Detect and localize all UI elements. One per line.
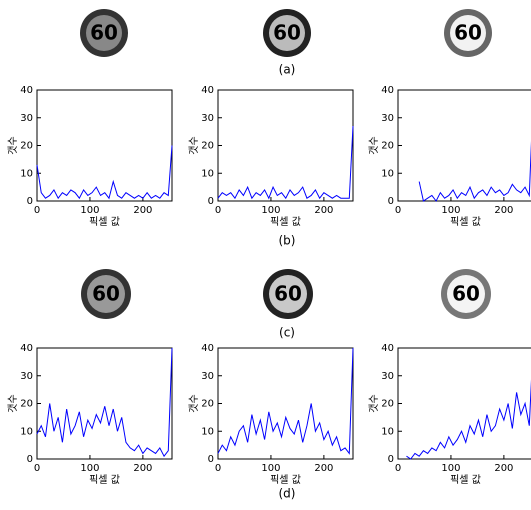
y-axis-label: 갯수 [368, 394, 380, 412]
y-axis-label: 갯수 [188, 394, 200, 412]
y-tick-label: 40 [20, 343, 33, 354]
y-tick-label: 30 [20, 113, 33, 124]
caption: (b) [279, 234, 296, 248]
y-tick-label: 40 [201, 343, 214, 354]
x-tick-label: 0 [215, 463, 221, 474]
caption: (d) [279, 487, 296, 501]
y-tick-label: 0 [208, 454, 214, 465]
plot-frame [397, 89, 531, 202]
y-axis-label: 갯수 [7, 394, 19, 412]
x-tick-label: 200 [314, 463, 333, 474]
y-tick-label: 20 [20, 141, 33, 152]
x-tick-label: 100 [441, 463, 460, 474]
x-axis-label: 픽셀 값 [270, 474, 301, 486]
y-tick-label: 20 [201, 399, 214, 410]
y-tick-label: 30 [381, 113, 394, 124]
x-axis-label: 픽셀 값 [89, 474, 120, 486]
sign-image: 60 [81, 269, 131, 319]
histogram-line [36, 347, 173, 458]
y-tick-label: 0 [208, 196, 214, 207]
x-tick-label: 100 [80, 205, 99, 216]
x-tick-label: 0 [395, 205, 401, 216]
x-axis-label: 픽셀 값 [450, 474, 481, 486]
y-tick-label: 0 [27, 454, 33, 465]
plot-frame [36, 89, 173, 202]
sign-text: 60 [90, 21, 118, 45]
histogram-line [418, 140, 531, 202]
x-tick-label: 200 [494, 205, 513, 216]
y-tick-label: 10 [20, 426, 33, 437]
x-axis-label: 픽셀 값 [450, 216, 481, 228]
plot-frame [217, 347, 354, 460]
x-tick-label: 200 [494, 463, 513, 474]
y-tick-label: 20 [201, 141, 214, 152]
y-axis-label: 갯수 [188, 136, 200, 154]
x-tick-label: 100 [261, 205, 280, 216]
caption: (c) [279, 326, 295, 340]
y-tick-label: 10 [20, 168, 33, 179]
y-tick-label: 40 [20, 85, 33, 96]
y-tick-label: 30 [201, 113, 214, 124]
x-tick-label: 0 [34, 205, 40, 216]
y-tick-label: 10 [381, 168, 394, 179]
plot-frame [36, 347, 173, 460]
y-tick-label: 30 [20, 371, 33, 382]
y-axis-label: 갯수 [368, 136, 380, 154]
histogram-line [36, 145, 173, 200]
y-tick-label: 40 [381, 343, 394, 354]
x-tick-label: 0 [215, 205, 221, 216]
y-tick-label: 40 [381, 85, 394, 96]
y-tick-label: 0 [388, 196, 394, 207]
y-tick-label: 10 [201, 168, 214, 179]
x-tick-label: 100 [80, 463, 99, 474]
y-tick-label: 10 [201, 426, 214, 437]
plot-frame [397, 347, 531, 460]
sign-image: 60 [444, 9, 492, 57]
histogram-line [406, 379, 531, 460]
x-axis-label: 픽셀 값 [89, 216, 120, 228]
histogram-line [217, 126, 354, 200]
y-tick-label: 0 [388, 454, 394, 465]
sign-image: 60 [441, 269, 491, 319]
y-tick-label: 20 [381, 141, 394, 152]
plot-frame [217, 89, 354, 202]
x-axis-label: 픽셀 값 [270, 216, 301, 228]
sign-text: 60 [452, 282, 480, 306]
x-tick-label: 200 [133, 463, 152, 474]
x-tick-label: 0 [395, 463, 401, 474]
histogram-line [217, 347, 354, 455]
sign-text: 60 [454, 21, 482, 45]
x-tick-label: 100 [441, 205, 460, 216]
y-tick-label: 20 [381, 399, 394, 410]
x-tick-label: 0 [34, 463, 40, 474]
sign-image: 60 [80, 9, 128, 57]
y-axis-label: 갯수 [7, 136, 19, 154]
x-tick-label: 200 [133, 205, 152, 216]
y-tick-label: 20 [20, 399, 33, 410]
y-tick-label: 40 [201, 85, 214, 96]
sign-image: 60 [263, 9, 311, 57]
sign-text: 60 [92, 282, 120, 306]
sign-text: 60 [274, 282, 302, 306]
x-tick-label: 200 [314, 205, 333, 216]
y-tick-label: 30 [381, 371, 394, 382]
sign-image: 60 [263, 269, 313, 319]
x-tick-label: 100 [261, 463, 280, 474]
caption: (a) [279, 63, 296, 77]
sign-text: 60 [273, 21, 301, 45]
y-tick-label: 0 [27, 196, 33, 207]
y-tick-label: 30 [201, 371, 214, 382]
y-tick-label: 10 [381, 426, 394, 437]
